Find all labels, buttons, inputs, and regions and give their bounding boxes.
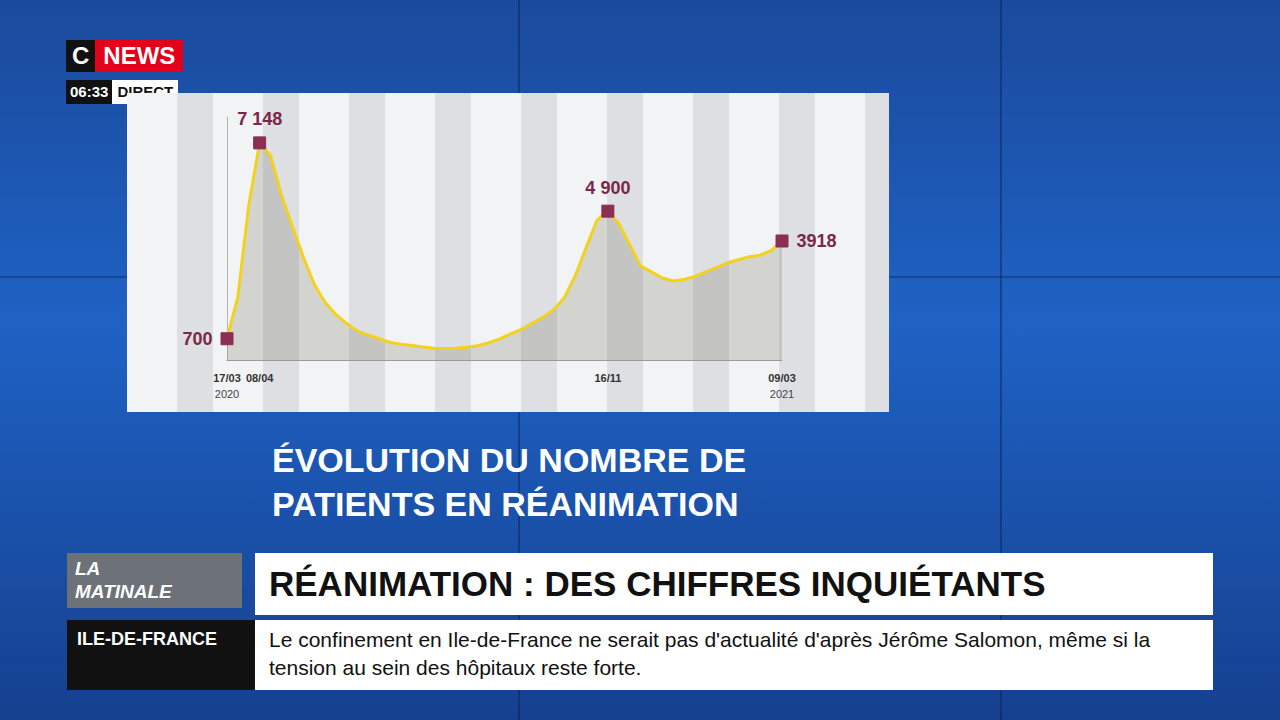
html-text:DIRECT: DIRECT <box>117 83 174 100</box>
html-text:Le confinement en Ile-de-Franc: Le confinement en Ile-de-France ne serai… <box>269 628 1151 679</box>
html-text:06:33: 06:33 <box>70 83 109 100</box>
svg-text:2020: 2020 <box>215 388 239 400</box>
svg-text:7 148: 7 148 <box>237 109 282 129</box>
svg-text:08/04: 08/04 <box>246 372 274 384</box>
html-text:ILE-DE-FRANCE: ILE-DE-FRANCE <box>77 629 217 649</box>
svg-text:700: 700 <box>182 329 212 349</box>
svg-text:2021: 2021 <box>770 388 794 400</box>
html-text:NEWS: NEWS <box>103 42 176 69</box>
html-text:ÉVOLUTION DU NOMBRE DE PATIENT: ÉVOLUTION DU NOMBRE DE PATIENTS EN RÉANI… <box>272 441 747 524</box>
svg-text:4 900: 4 900 <box>585 178 630 198</box>
html-text:C: C <box>72 42 90 69</box>
svg-text:16/11: 16/11 <box>594 372 621 384</box>
svg-text:09/03: 09/03 <box>768 372 796 384</box>
svg-text:3918: 3918 <box>797 231 837 251</box>
html-text:RÉANIMATION : DES CHIFFRES INQ: RÉANIMATION : DES CHIFFRES INQUIÉTANTS <box>269 564 1046 603</box>
html-text:LA MATINALE: LA MATINALE <box>75 558 172 602</box>
svg-text:17/03: 17/03 <box>213 372 241 384</box>
